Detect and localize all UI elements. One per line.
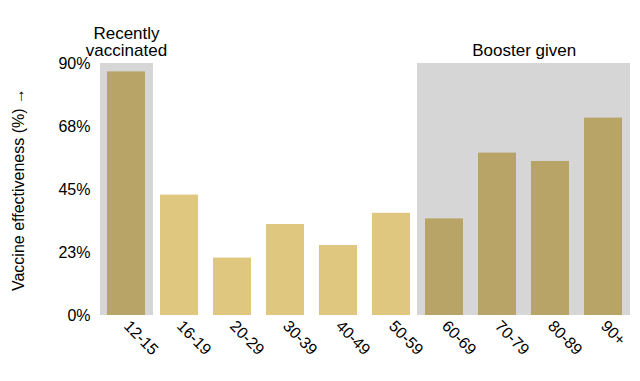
svg-text:60-69: 60-69 xyxy=(439,317,480,358)
svg-text:12-15: 12-15 xyxy=(121,317,162,358)
svg-text:40-49: 40-49 xyxy=(333,317,374,358)
svg-text:50-59: 50-59 xyxy=(386,317,427,358)
svg-text:Vaccine effectiveness (%) →: Vaccine effectiveness (%) → xyxy=(10,88,27,291)
svg-text:68%: 68% xyxy=(58,118,90,135)
svg-text:0%: 0% xyxy=(67,307,90,324)
svg-text:80-89: 80-89 xyxy=(545,317,586,358)
svg-text:16-19: 16-19 xyxy=(174,317,215,358)
svg-text:70-79: 70-79 xyxy=(492,317,533,358)
svg-text:23%: 23% xyxy=(58,244,90,261)
svg-text:90%: 90% xyxy=(58,55,90,72)
svg-text:90+: 90+ xyxy=(598,317,629,348)
svg-text:30-39: 30-39 xyxy=(280,317,321,358)
svg-text:20-29: 20-29 xyxy=(227,317,268,358)
svg-text:45%: 45% xyxy=(58,181,90,198)
svg-text:Booster given: Booster given xyxy=(472,41,576,60)
svg-text:Recentlyvaccinated: Recentlyvaccinated xyxy=(86,24,167,60)
